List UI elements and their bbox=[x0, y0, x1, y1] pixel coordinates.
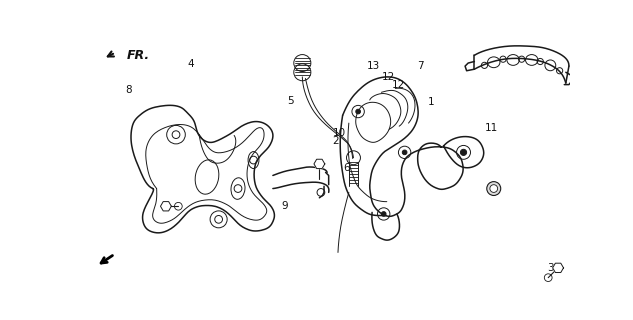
Polygon shape bbox=[601, 261, 611, 270]
Circle shape bbox=[460, 149, 467, 156]
Text: 5: 5 bbox=[287, 96, 293, 106]
Circle shape bbox=[490, 185, 498, 192]
Text: 11: 11 bbox=[485, 123, 498, 133]
Text: 3: 3 bbox=[547, 262, 553, 273]
Text: 2: 2 bbox=[332, 136, 339, 146]
Text: 13: 13 bbox=[367, 60, 380, 70]
Circle shape bbox=[403, 150, 407, 155]
Circle shape bbox=[381, 212, 386, 216]
Circle shape bbox=[586, 262, 589, 265]
Text: 8: 8 bbox=[125, 85, 132, 95]
Text: 12: 12 bbox=[382, 72, 395, 82]
Polygon shape bbox=[314, 159, 325, 169]
Circle shape bbox=[487, 182, 501, 196]
Text: FR.: FR. bbox=[127, 49, 149, 62]
Text: 4: 4 bbox=[187, 59, 194, 69]
Polygon shape bbox=[553, 263, 563, 273]
Text: 12: 12 bbox=[391, 80, 404, 90]
Text: 10: 10 bbox=[332, 128, 346, 138]
Text: 7: 7 bbox=[417, 60, 423, 70]
Text: 1: 1 bbox=[428, 98, 435, 108]
Text: 6: 6 bbox=[343, 163, 350, 173]
Circle shape bbox=[356, 109, 360, 114]
Polygon shape bbox=[161, 202, 172, 211]
Text: 9: 9 bbox=[282, 201, 289, 211]
